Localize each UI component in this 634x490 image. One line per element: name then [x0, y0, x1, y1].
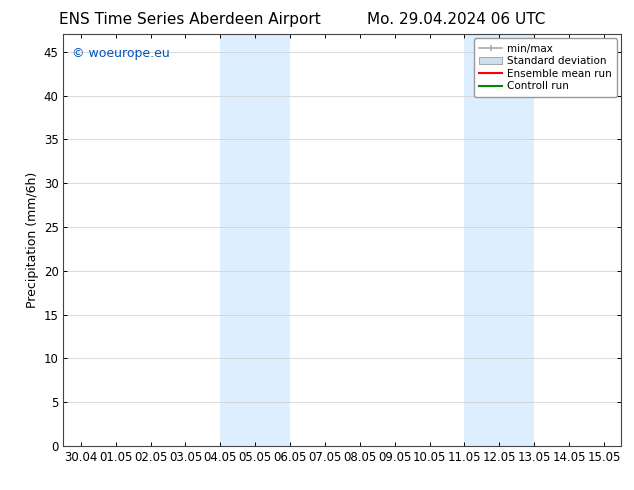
Bar [221, 34, 290, 446]
Legend: min/max, Standard deviation, Ensemble mean run, Controll run: min/max, Standard deviation, Ensemble me… [474, 39, 617, 97]
Y-axis label: Precipitation (mm/6h): Precipitation (mm/6h) [27, 172, 39, 308]
Text: © woeurope.eu: © woeurope.eu [72, 47, 169, 60]
Bar [464, 34, 534, 446]
Text: Mo. 29.04.2024 06 UTC: Mo. 29.04.2024 06 UTC [367, 12, 546, 27]
Text: ENS Time Series Aberdeen Airport: ENS Time Series Aberdeen Airport [60, 12, 321, 27]
